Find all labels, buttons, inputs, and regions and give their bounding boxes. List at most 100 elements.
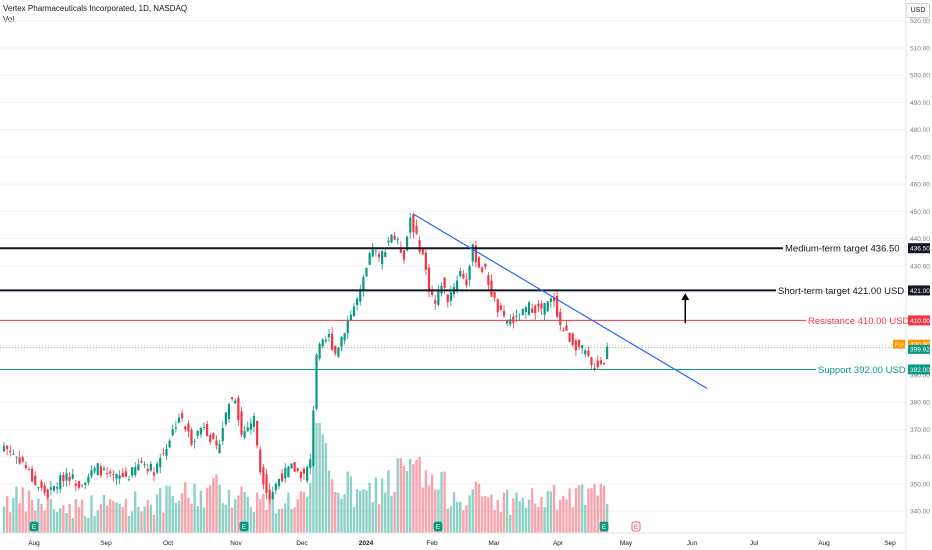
volume-bar: [71, 517, 74, 533]
volume-bar: [143, 506, 146, 533]
candle: [171, 429, 174, 436]
volume-bar: [62, 505, 65, 533]
volume-bar: [293, 507, 296, 533]
candle: [309, 459, 312, 468]
candle: [484, 263, 487, 267]
candle: [396, 239, 399, 241]
volume-bar: [574, 488, 578, 533]
candle: [215, 440, 218, 446]
candle: [374, 250, 377, 252]
earnings-marker-label: E: [634, 524, 639, 531]
volume-bar: [302, 491, 306, 533]
candle: [359, 289, 362, 302]
candle: [174, 427, 177, 429]
price-axis[interactable]: 340.00350.00360.00370.00380.00390.00400.…: [893, 0, 930, 550]
volume-bar: [402, 465, 406, 533]
candle: [43, 485, 46, 493]
volume-bar: [2, 506, 6, 533]
volume-bar: [124, 498, 128, 533]
x-tick-label: Oct: [163, 540, 173, 547]
volume-bar: [280, 508, 284, 533]
candle: [84, 482, 87, 485]
candle: [165, 448, 168, 456]
candle: [490, 280, 493, 297]
candle: [399, 247, 402, 253]
volume-bar: [237, 495, 240, 533]
volume-bar: [430, 474, 434, 533]
volume-bar: [587, 488, 590, 533]
volume-bar: [227, 489, 231, 533]
y-tick-label: 370.00: [910, 427, 930, 434]
volume-bar: [384, 492, 387, 533]
candle: [568, 332, 571, 342]
candle: [559, 311, 562, 325]
volume-bar: [546, 490, 549, 533]
volume-bar: [577, 485, 581, 533]
candle: [549, 298, 552, 302]
chart-title: Vertex Pharmaceuticals Incorporated, 1D,…: [3, 4, 188, 13]
candle: [124, 471, 127, 477]
level-axis-badge: [908, 243, 930, 254]
volume-bar: [365, 490, 368, 533]
candle: [302, 468, 306, 474]
volume-bar: [12, 498, 15, 533]
volume-bar: [405, 471, 409, 533]
candle: [531, 308, 534, 313]
volume-bar: [212, 478, 215, 533]
horizontal-levels[interactable]: Medium-term target 436.50 Short-term targ…: [0, 242, 926, 376]
y-tick-label: 500.00: [910, 73, 930, 80]
candle: [149, 463, 152, 471]
candle: [581, 345, 584, 349]
volume-bar: [271, 494, 274, 533]
level-axis-badge: [908, 285, 930, 296]
volume-bar: [327, 470, 331, 533]
candle: [556, 295, 559, 317]
volume-bar: [140, 511, 143, 533]
trendline[interactable]: [413, 213, 708, 390]
volume-bar: [290, 508, 293, 533]
candle: [431, 291, 434, 296]
volume-bar: [43, 510, 46, 533]
volume-bar: [518, 501, 521, 533]
volume-bar: [24, 511, 28, 533]
volume-bar: [371, 502, 374, 533]
volume-bar: [421, 487, 424, 533]
volume-bar: [249, 507, 253, 533]
candle: [509, 319, 512, 325]
x-tick-label: Sep: [884, 540, 896, 547]
volume-bar: [315, 423, 318, 533]
candle: [574, 340, 577, 351]
volume-bar: [162, 512, 165, 533]
volume-bar: [324, 442, 328, 533]
candle: [387, 240, 390, 243]
candle: [446, 294, 449, 303]
volume-bar: [49, 499, 53, 533]
candle: [512, 316, 515, 324]
x-tick-label: Nov: [230, 540, 242, 547]
volume-bar: [305, 496, 309, 533]
volume-bar: [602, 485, 606, 533]
candle: [340, 336, 343, 347]
candle: [12, 453, 15, 455]
candle: [284, 468, 287, 479]
volume-bar: [477, 483, 481, 533]
price-axis-badge: [908, 339, 930, 349]
volume-bar: [543, 506, 546, 533]
candle: [202, 427, 206, 428]
volume-bar: [424, 470, 428, 533]
candle: [306, 466, 309, 481]
time-axis[interactable]: Aug Sep Oct Nov Dec 2024 Feb Mar Apr May Jun Jul Aug…: [0, 532, 906, 547]
candle: [177, 417, 181, 423]
volume-bar: [465, 505, 468, 533]
earnings-marker-label: E: [242, 524, 247, 531]
volume-bar: [177, 500, 181, 533]
candle: [437, 289, 440, 305]
candle: [99, 466, 102, 476]
volume-bar: [187, 497, 190, 533]
candle: [577, 339, 581, 347]
volume-bar: [409, 458, 412, 533]
candle: [102, 468, 106, 470]
candle: [477, 257, 481, 268]
